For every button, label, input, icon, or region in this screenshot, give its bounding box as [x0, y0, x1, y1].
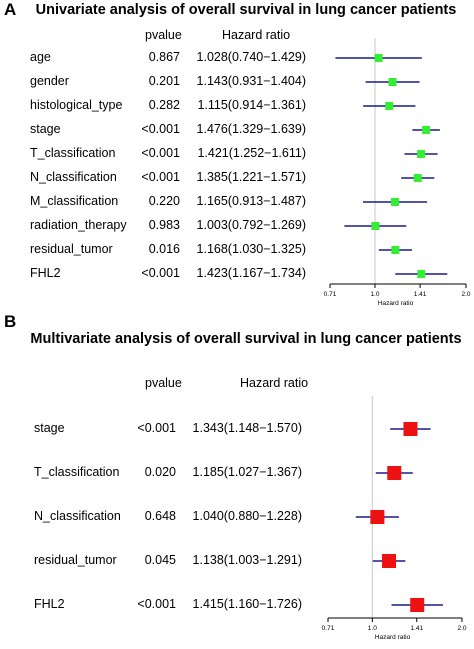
pvalue-header: pvalue	[145, 28, 182, 42]
multivariate-panel: B Multivariate analysis of overall survi…	[0, 312, 474, 649]
row-hazard-ratio: 1.115(0.914−1.361)	[197, 98, 306, 112]
row-pvalue: <0.001	[137, 597, 176, 611]
row-pvalue: 0.020	[144, 465, 176, 479]
row-hazard-ratio: 1.003(0.792−1.269)	[196, 218, 306, 232]
row-hazard-ratio: 1.421(1.252−1.611)	[197, 146, 306, 160]
row-hazard-ratio: 1.040(0.880−1.228)	[192, 509, 302, 523]
pvalue-header: pvalue	[145, 376, 182, 390]
row-label: N_classification	[30, 170, 117, 184]
row-hazard-ratio: 1.138(1.003−1.291)	[192, 553, 302, 567]
hazard-ratio-marker	[413, 174, 422, 182]
x-tick-label: 1.0	[368, 625, 377, 632]
row-label: age	[30, 50, 51, 64]
univariate-title: Univariate analysis of overall survival …	[35, 2, 457, 18]
x-tick-label: 2.0	[461, 291, 470, 298]
row-hazard-ratio: 1.143(0.931−1.404)	[196, 74, 306, 88]
row-pvalue: 0.867	[148, 50, 180, 64]
row-pvalue: 0.282	[148, 98, 180, 112]
row-pvalue: <0.001	[141, 266, 180, 280]
multivariate-title: Multivariate analysis of overall surviva…	[30, 331, 462, 347]
row-hazard-ratio: 1.476(1.329−1.639)	[196, 122, 306, 136]
row-hazard-ratio: 1.423(1.167−1.734)	[196, 266, 306, 280]
row-pvalue: <0.001	[141, 122, 180, 136]
x-tick-label: 0.71	[322, 625, 335, 632]
hazard-ratio-marker	[417, 270, 426, 278]
row-hazard-ratio: 1.165(0.913−1.487)	[196, 194, 306, 208]
x-axis-label: Hazard ratio	[375, 634, 411, 641]
hazard-ratio-marker	[391, 246, 400, 254]
row-label: stage	[30, 122, 61, 136]
hazard-ratio-marker	[403, 422, 418, 436]
row-label: T_classification	[30, 146, 116, 160]
row-pvalue: <0.001	[141, 146, 180, 160]
hazard-ratio-marker	[374, 54, 383, 62]
row-label: T_classification	[34, 465, 120, 479]
x-tick-label: 1.41	[410, 625, 423, 632]
row-label: histological_type	[30, 98, 123, 112]
univariate-forest-plot: 0.71 1.0 1.41 2.0 Hazard ratio	[324, 38, 471, 307]
row-hazard-ratio: 1.343(1.148−1.570)	[192, 421, 302, 435]
row-pvalue: 0.201	[148, 74, 180, 88]
row-hazard-ratio: 1.385(1.221−1.571)	[196, 170, 306, 184]
row-hazard-ratio: 1.168(1.030−1.325)	[196, 242, 306, 256]
row-pvalue: <0.001	[137, 421, 176, 435]
hazard-ratio-marker	[417, 150, 426, 158]
multivariate-forest-plot: 0.71 1.0 1.41 2.0 Hazard ratio	[322, 396, 467, 641]
hazard-ratio-marker	[391, 198, 400, 206]
row-pvalue: 0.648	[144, 509, 176, 523]
hazard-ratio-marker	[387, 466, 402, 480]
row-pvalue: 0.016	[148, 242, 180, 256]
x-tick-label: 2.0	[457, 625, 466, 632]
row-label: residual_tumor	[30, 242, 113, 256]
row-label: residual_tumor	[34, 553, 117, 567]
hazard-ratio-header: Hazard ratio	[240, 376, 309, 390]
row-label: FHL2	[30, 266, 61, 280]
panel-letter-a: A	[4, 0, 17, 19]
row-label: N_classification	[34, 509, 121, 523]
panel-letter-b: B	[4, 312, 17, 331]
row-pvalue: 0.983	[148, 218, 180, 232]
hazard-ratio-marker	[370, 510, 385, 524]
x-tick-label: 0.71	[324, 291, 337, 298]
x-tick-label: 1.0	[370, 291, 379, 298]
x-tick-label: 1.41	[414, 291, 427, 298]
hazard-ratio-marker	[371, 222, 380, 230]
hazard-ratio-header: Hazard ratio	[222, 28, 291, 42]
row-hazard-ratio: 1.028(0.740−1.429)	[196, 50, 306, 64]
row-label: FHL2	[34, 597, 65, 611]
row-label: gender	[30, 74, 69, 88]
univariate-panel: A Univariate analysis of overall surviva…	[0, 0, 474, 307]
hazard-ratio-marker	[410, 598, 425, 612]
hazard-ratio-marker	[388, 78, 397, 86]
row-pvalue: <0.001	[141, 170, 180, 184]
hazard-ratio-marker	[385, 102, 394, 110]
hazard-ratio-marker	[382, 554, 397, 568]
row-label: radiation_therapy	[30, 218, 127, 232]
row-label: stage	[34, 421, 65, 435]
hazard-ratio-marker	[422, 126, 431, 134]
row-pvalue: 0.045	[144, 553, 176, 567]
row-label: M_classification	[30, 194, 119, 208]
row-pvalue: 0.220	[148, 194, 180, 208]
row-hazard-ratio: 1.185(1.027−1.367)	[192, 465, 302, 479]
row-hazard-ratio: 1.415(1.160−1.726)	[192, 597, 302, 611]
x-axis-label: Hazard ratio	[378, 300, 414, 307]
